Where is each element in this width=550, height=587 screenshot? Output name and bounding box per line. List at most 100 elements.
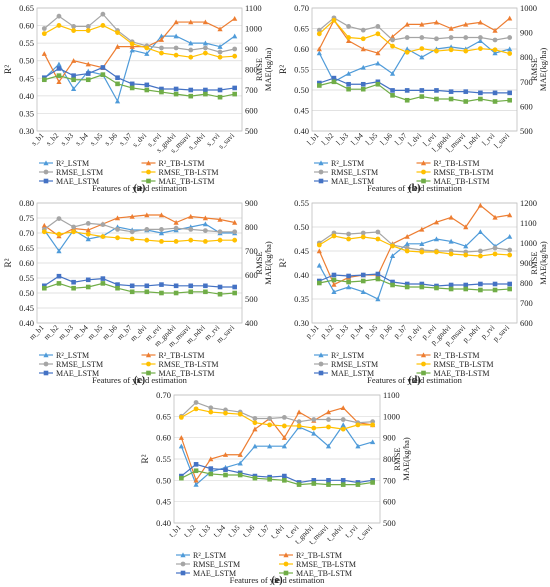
legend-label: MAE_TB-LSTM: [434, 177, 490, 186]
x-tick-label: t_b5: [226, 523, 242, 539]
plot-area: [311, 202, 518, 324]
data-point: [56, 281, 62, 286]
data-point: [203, 289, 208, 295]
data-point: [217, 284, 223, 290]
data-point: [100, 276, 106, 281]
data-point: [202, 45, 208, 51]
data-point: [419, 284, 425, 290]
data-point: [100, 11, 106, 17]
data-point: [71, 77, 76, 83]
data-point: [129, 283, 135, 289]
y-right-tick-label: 800: [520, 52, 533, 62]
y-left-tick-label: 0.70: [156, 390, 171, 400]
legend-label: MAE_LSTM: [193, 569, 236, 578]
x-tick-label: p_dvi: [405, 323, 423, 341]
data-point: [360, 64, 366, 70]
data-point: [478, 287, 483, 293]
x-axis-label: Features of yield estimation: [92, 375, 187, 385]
data-point: [419, 226, 425, 232]
data-point: [232, 284, 237, 290]
legend-label: MAE_LSTM: [56, 369, 99, 378]
y-right-axis-label: RMSEMAE(kg/ha): [254, 241, 273, 285]
series-line: [180, 407, 373, 482]
series-mae-tb-lstm: [42, 281, 237, 297]
data-point: [463, 99, 469, 104]
data-point: [42, 77, 47, 83]
data-point: [115, 285, 120, 291]
data-point: [203, 87, 208, 93]
data-point: [188, 213, 194, 219]
data-point: [404, 234, 410, 239]
data-point: [492, 281, 498, 287]
x-tick-label: t_dvi: [269, 523, 286, 540]
data-point: [85, 236, 91, 242]
series-line: [318, 17, 511, 54]
data-point: [360, 46, 366, 52]
data-point: [346, 35, 352, 40]
y-right-tick-label: 1100: [383, 390, 400, 400]
y-right-axis-label: RMSEMAE(kg/ha): [529, 241, 548, 285]
data-point: [232, 91, 237, 97]
legend-label: R²_TB-LSTM: [434, 351, 480, 360]
data-point: [311, 417, 317, 422]
series-line: [181, 408, 373, 430]
data-point: [115, 81, 120, 87]
y-right-tick-label: 500: [383, 518, 396, 528]
series-line: [43, 217, 235, 233]
y-right-tick-label: 600: [520, 318, 533, 328]
legend-label: MAE_LSTM: [331, 177, 374, 186]
data-point: [390, 282, 395, 288]
data-point: [115, 227, 120, 232]
y-right-tick-label: 1000: [520, 238, 537, 248]
data-point: [129, 44, 135, 49]
legend-label: RMSE_TB-LSTM: [159, 360, 219, 369]
series-r2-tb-lstm: [41, 212, 238, 239]
y-left-tick-label: 0.45: [294, 246, 309, 256]
data-point: [317, 280, 322, 286]
series-line: [319, 81, 510, 103]
data-point: [173, 33, 179, 39]
data-point: [267, 443, 273, 449]
data-point: [296, 409, 302, 415]
y-right-tick-label: 400: [245, 318, 258, 328]
series-mae-lstm: [317, 271, 512, 289]
data-point: [85, 28, 91, 33]
y-left-tick-label: 0.55: [156, 454, 171, 464]
legend-marker: [283, 561, 289, 567]
series-mae-lstm: [42, 273, 237, 290]
data-point: [507, 51, 513, 56]
data-point: [492, 27, 498, 33]
data-point: [346, 86, 351, 92]
data-point: [202, 215, 208, 221]
data-point: [71, 285, 76, 291]
data-point: [448, 96, 454, 102]
data-point: [114, 98, 121, 104]
data-point: [252, 420, 258, 426]
data-point: [56, 231, 62, 237]
series-r2-lstm: [316, 38, 513, 84]
data-point: [71, 279, 76, 285]
data-point: [390, 243, 395, 249]
chart-panel-5: 0.40 0.45 0.50 0.55 0.60 0.65 0.70 500 600 700 800…: [141, 390, 411, 586]
data-point: [144, 289, 150, 295]
data-point: [173, 239, 179, 244]
panel-label: (a): [134, 183, 146, 194]
y-right-tick-label: 1100: [520, 218, 537, 228]
plot-area: [36, 7, 243, 132]
y-left-tick-label: 0.70: [294, 3, 309, 13]
y-left-tick-label: 0.60: [294, 44, 309, 54]
data-point: [56, 23, 62, 28]
chart-panel-4: 0.30 0.35 0.40 0.45 0.50 0.55 600 700 800 900 1000…: [279, 198, 548, 386]
data-point: [158, 212, 165, 218]
data-point: [331, 75, 337, 81]
data-point: [433, 236, 440, 242]
data-point: [331, 282, 337, 287]
data-point: [340, 405, 346, 410]
data-point: [360, 36, 366, 42]
y-left-tick-label: 0.40: [156, 518, 171, 528]
data-point: [202, 239, 208, 244]
data-point: [346, 273, 351, 279]
